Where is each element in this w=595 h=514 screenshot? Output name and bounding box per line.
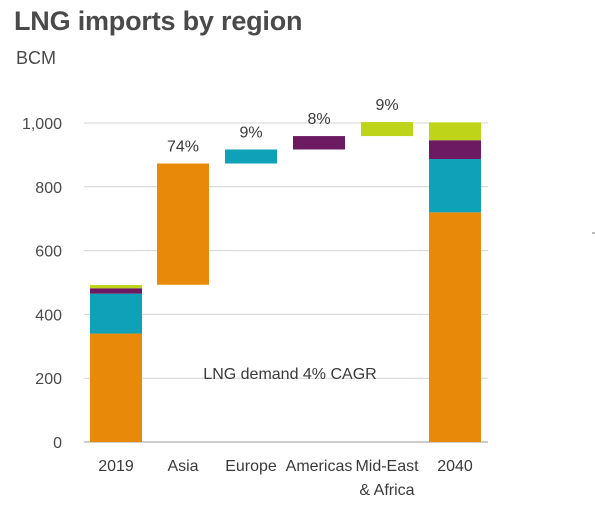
bar-2019-mideast_africa [90,285,142,289]
bar-increment-americas [293,136,345,150]
chart-title: LNG imports by region [14,6,303,36]
bar-increment-asia [157,163,209,285]
y-tick-label: 800 [35,180,62,197]
data-label-mideast_africa: 9% [375,97,398,114]
gridlines [84,122,488,443]
bar-2040-asia [429,212,481,442]
x-axis-categories: 2019 Asia Europe Americas Mid-East & Africa 20… [98,458,473,499]
data-labels: 74% 9% 8% 9% [167,97,399,155]
bar-2040-americas [429,140,481,160]
bar-2019-europe [90,293,142,334]
y-tick-label: 400 [35,307,62,324]
bar-2040-mideast_africa [429,122,481,141]
chart-annotation: LNG demand 4% CAGR [203,366,376,383]
data-label-asia: 74% [167,139,199,156]
y-tick-label: 1,000 [22,116,62,133]
bar-2040-europe [429,159,481,213]
x-category-label: 2040 [437,458,473,475]
y-tick-label: 200 [35,371,62,388]
x-category-label: Europe [225,458,277,475]
y-axis-ticks: 0 200 400 600 800 1,000 [22,116,62,452]
bar-increment-mideast_africa [361,122,413,137]
bars [90,122,481,442]
x-category-label: Asia [167,458,198,475]
bar-increment-europe [225,149,277,164]
y-tick-label: 0 [53,435,62,452]
bar-2019-asia [90,333,142,442]
y-axis-unit-label: BCM [16,48,56,68]
y-tick-label: 600 [35,244,62,261]
data-label-americas: 8% [307,111,330,128]
x-category-label: & Africa [359,482,414,499]
bar-2019-americas [90,288,142,294]
x-category-label: Americas [286,458,353,475]
x-category-label: Mid-East [355,458,419,475]
data-label-europe: 9% [239,124,262,141]
x-category-label: 2019 [98,458,134,475]
